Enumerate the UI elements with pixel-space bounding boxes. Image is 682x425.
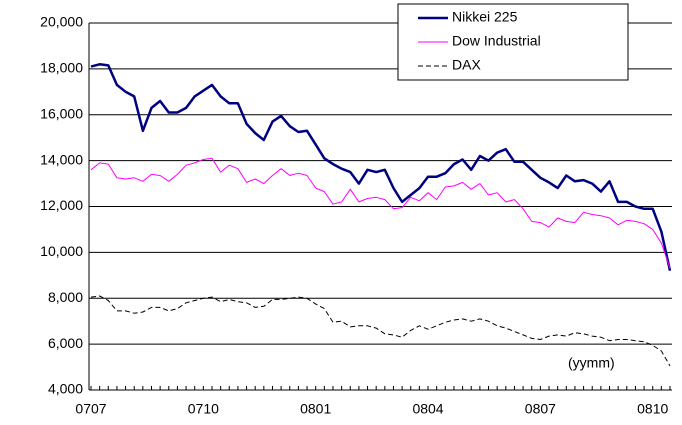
legend-label: DAX	[452, 57, 481, 73]
line-series	[90, 295, 671, 367]
annotation: (yymm)	[568, 355, 615, 371]
line-series	[90, 157, 671, 269]
legend-label: Dow Industrial	[452, 33, 541, 49]
x-tick-label: 0707	[75, 401, 106, 417]
x-tick-label: 0807	[525, 401, 556, 417]
line-series	[90, 63, 672, 271]
y-tick-label: 10,000	[40, 243, 83, 259]
x-tick-label: 0804	[412, 401, 443, 417]
x-tick-label: 0801	[300, 401, 331, 417]
y-tick-label: 8,000	[48, 289, 83, 305]
y-tick-label: 6,000	[48, 335, 83, 351]
x-tick-label: 0810	[637, 401, 668, 417]
y-tick-label: 18,000	[40, 60, 83, 76]
y-tick-label: 4,000	[48, 381, 83, 397]
y-tick-label: 14,000	[40, 151, 83, 167]
y-tick-label: 20,000	[40, 14, 83, 30]
y-tick-label: 16,000	[40, 105, 83, 121]
x-tick-label: 0710	[188, 401, 219, 417]
legend: Nikkei 225 Dow Industrial DAX	[397, 3, 629, 81]
y-tick-label: 12,000	[40, 197, 83, 213]
legend-label: Nikkei 225	[452, 9, 518, 25]
